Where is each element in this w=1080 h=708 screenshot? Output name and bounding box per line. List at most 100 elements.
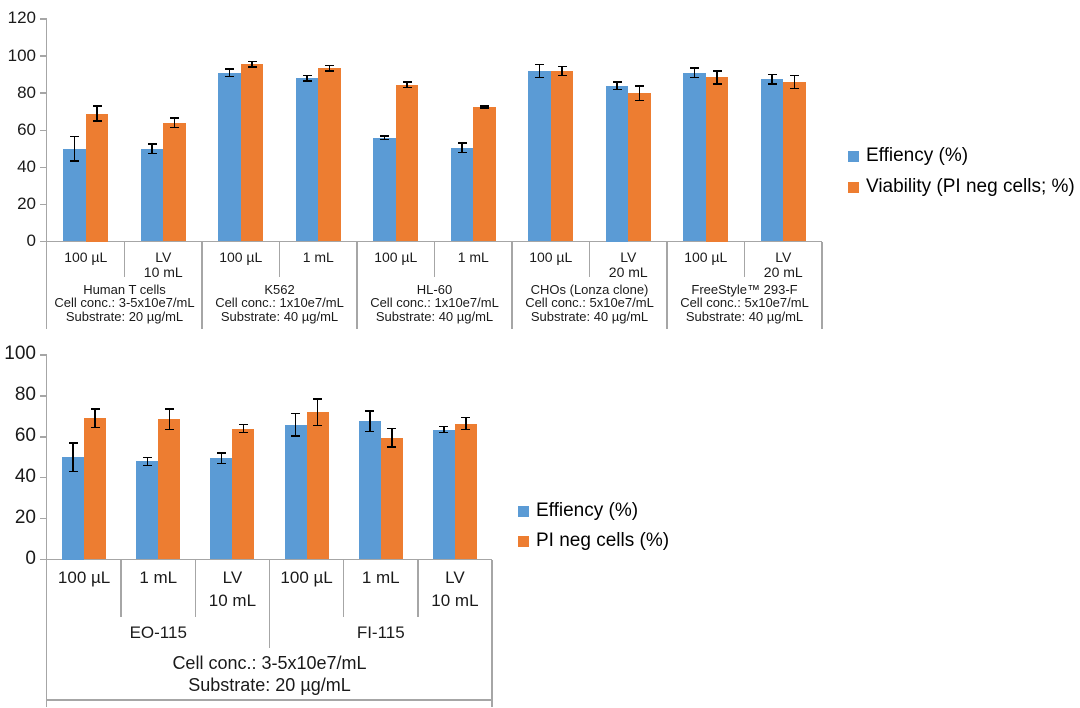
error-bar-cap-bottom [92, 120, 102, 122]
y-tick-mark [40, 18, 47, 20]
error-bar-cap-top [247, 60, 257, 63]
error-bar-cap-bottom [790, 87, 799, 90]
error-bar-cap-top [302, 74, 312, 77]
error-bar-cap-bottom [690, 76, 699, 79]
group-divider-line [356, 241, 358, 329]
bar-viability [240, 64, 264, 242]
error-bar-cap-bottom [767, 83, 777, 85]
x-axis-line [40, 558, 492, 561]
error-bar-cap-top [68, 442, 78, 444]
bar-viability [158, 419, 181, 560]
y-tick-mark [40, 476, 47, 479]
bar-effiency [63, 148, 86, 242]
group-divider-line [201, 241, 203, 329]
error-bar-cap-bottom [612, 88, 622, 91]
bar-effiency [295, 78, 319, 242]
error-bar-cap-top [557, 65, 567, 68]
error-bar-cap-top [380, 135, 389, 137]
category-label: LV 20 mL [763, 248, 803, 280]
error-bar-line [168, 409, 170, 430]
category-label: 100 µL [374, 248, 418, 265]
y-tick-mark [40, 55, 47, 57]
group-label: HL-60 Cell conc.: 1x10e7/mL Substrate: 4… [370, 281, 499, 324]
y-tick-mark [40, 354, 47, 356]
legend-label: Effiency (%) [866, 145, 969, 166]
error-bar-cap-bottom [325, 70, 334, 72]
y-tick-label: 0 [25, 547, 36, 569]
error-bar-line [228, 69, 231, 77]
group-divider-line [666, 241, 668, 329]
category-label: 1 mL [302, 248, 334, 265]
error-bar-line [306, 75, 308, 82]
bar-viability [783, 82, 806, 242]
error-bar-line [173, 118, 176, 128]
category-label: 1 mL [457, 248, 489, 265]
error-bar-line [538, 64, 541, 78]
group-divider-line [821, 241, 823, 329]
error-bar-cap-top [164, 408, 174, 410]
y-tick-label: 80 [17, 82, 36, 102]
error-bar-line [251, 61, 253, 68]
bar-viability [306, 412, 329, 560]
error-bar-cap-bottom [170, 126, 179, 129]
bar-effiency [136, 461, 159, 560]
y-tick-label: 20 [14, 506, 36, 528]
error-bar-cap-bottom [238, 431, 248, 434]
y-tick-label: 60 [17, 119, 36, 139]
y-tick-mark [40, 558, 47, 561]
category-label: 100 µL [219, 248, 263, 265]
bar-viability [232, 428, 255, 560]
error-bar-cap-top [457, 142, 467, 144]
bar-effiency [284, 424, 307, 560]
bar-effiency [218, 72, 241, 242]
category-label: LV 10 mL [431, 567, 479, 610]
error-bar-cap-top [480, 105, 489, 107]
legend-swatch-effiency-icon [848, 150, 859, 162]
bar-viability [454, 423, 477, 560]
legend-entry: Effiency (%) [518, 500, 638, 522]
error-bar-line [328, 65, 331, 71]
error-bar-cap-bottom [147, 152, 157, 155]
category-label: 1 mL [139, 567, 178, 587]
y-tick-mark [40, 436, 47, 438]
label-area-bottom-border [47, 699, 492, 701]
y-tick-mark [40, 129, 47, 131]
error-bar-cap-bottom [535, 76, 544, 79]
bar-viability [705, 77, 729, 242]
group-label: EO-115 [129, 622, 187, 642]
legend-entry: PI neg cells (%) [518, 530, 669, 552]
error-bar-cap-top [142, 456, 152, 458]
error-bar-cap-bottom [387, 446, 397, 448]
y-tick-label: 20 [17, 193, 36, 213]
bar-effiency [760, 79, 784, 242]
error-bar-line [561, 66, 563, 76]
bar-effiency [528, 70, 551, 242]
error-bar-line [443, 426, 445, 433]
legend-label: Effiency (%) [536, 500, 639, 521]
error-bar-cap-top [92, 105, 102, 107]
category-label: LV 20 mL [608, 248, 648, 280]
category-label: 100 µL [684, 248, 728, 265]
bar-effiency [358, 421, 381, 560]
error-bar-cap-bottom [70, 160, 79, 162]
error-bar-cap-top [225, 68, 234, 70]
y-tick-label: 60 [14, 425, 36, 447]
bar-effiency [62, 457, 85, 560]
legend-swatch-viability-icon [848, 181, 859, 193]
y-tick-label: 40 [17, 156, 36, 176]
error-bar-cap-top [90, 408, 100, 410]
legend-entry: Effiency (%) [848, 145, 968, 167]
error-bar-cap-bottom [439, 431, 449, 434]
error-bar-line [242, 424, 245, 433]
error-bar-line [146, 457, 148, 466]
group-divider-line [511, 241, 513, 329]
error-bar-cap-top [790, 74, 799, 77]
error-bar-line [793, 75, 796, 89]
error-bar-line [771, 74, 773, 84]
error-bar-cap-top [365, 410, 375, 412]
error-bar-line [383, 135, 386, 140]
error-bar-cap-bottom [302, 80, 312, 82]
error-bar-line [151, 144, 153, 154]
